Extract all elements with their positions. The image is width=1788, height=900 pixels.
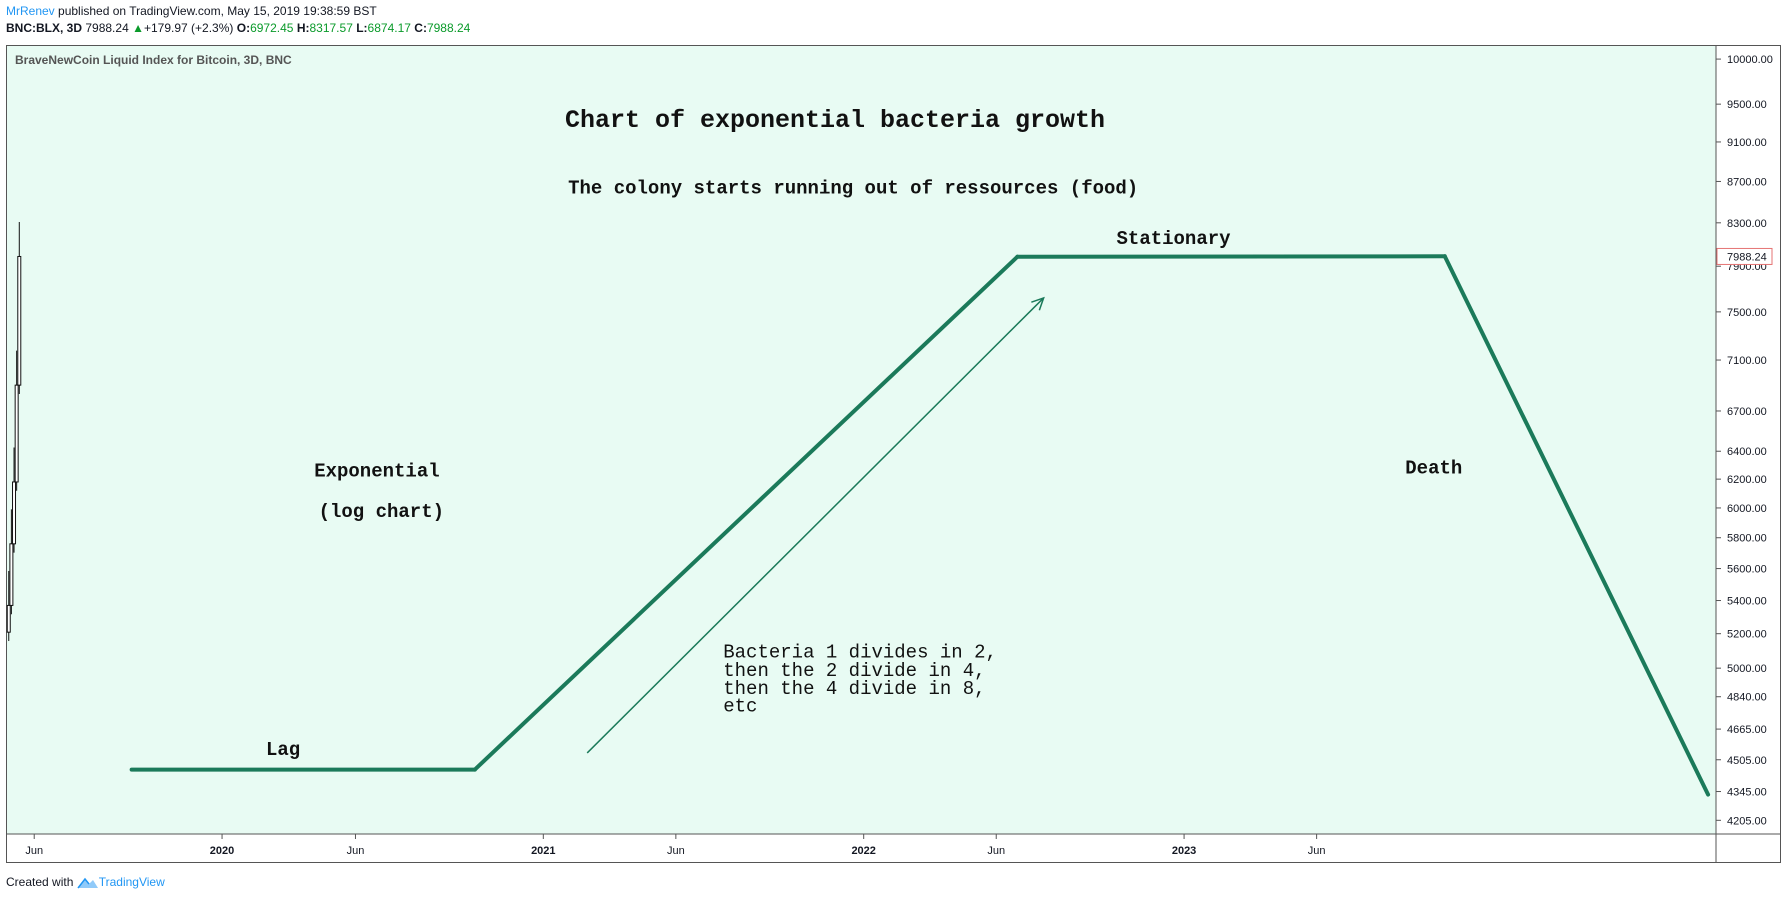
chart-title: Chart of exponential bacteria growth [565, 106, 1105, 135]
y-tick-label: 8700.00 [1727, 176, 1767, 188]
high-label: H: [296, 21, 310, 35]
tradingview-logo-icon [77, 877, 98, 889]
y-tick-label: 9500.00 [1727, 99, 1767, 111]
author-link[interactable]: MrRenev [6, 4, 55, 18]
y-tick-label: 4345.00 [1727, 787, 1767, 799]
plot-background [7, 46, 1716, 834]
series-lines [129, 254, 1711, 797]
price-tag-text: 7988.24 [1727, 251, 1767, 263]
annotation-text: Stationary [1117, 228, 1232, 250]
x-axis[interactable]: Jun 2020 Jun 2021 Jun 2022 Jun 2023 Jun [25, 834, 1325, 857]
y-tick-label: 5200.00 [1727, 629, 1767, 641]
y-tick-label: 6000.00 [1727, 503, 1767, 515]
annotation-text: then the 2 divide in 4, [723, 660, 985, 682]
price-change: +179.97 (+2.3%) [143, 21, 234, 35]
pane-title: BraveNewCoin Liquid Index for Bitcoin, 3… [15, 53, 292, 67]
annotations: The colony starts running out of ressour… [266, 178, 1462, 761]
annotation-text: The colony starts running out of ressour… [568, 178, 1138, 200]
open-value: 6972.45 [250, 21, 294, 35]
y-tick-label: 4205.00 [1727, 815, 1767, 827]
arrow-head-icon [1031, 296, 1045, 311]
y-tick-label: 5800.00 [1727, 533, 1767, 545]
candle-body [12, 481, 17, 545]
y-axis[interactable]: 10000.009500.009100.008700.008300.007900… [1716, 54, 1773, 827]
growth-arrow [586, 296, 1045, 754]
price-tag-background [1716, 247, 1773, 265]
x-tick-label: 2020 [210, 845, 234, 857]
price-tag: 7988.24 [1716, 247, 1773, 265]
y-tick-label: 7100.00 [1727, 355, 1767, 367]
x-tick-label: Jun [347, 845, 365, 857]
candles [6, 222, 22, 642]
x-tick-label: 2022 [851, 845, 875, 857]
annotation-text: Exponential [314, 460, 439, 482]
arrow-shaft [586, 297, 1045, 754]
publish-text: published on TradingView.com, May 15, 20… [54, 4, 377, 18]
symbol-label: BNC:BLX, 3D [6, 21, 83, 35]
y-tick-label: 5400.00 [1727, 596, 1767, 608]
y-tick-label: 6200.00 [1727, 474, 1767, 486]
y-tick-label: 4665.00 [1727, 724, 1767, 736]
created-with-label: Created with [6, 875, 74, 889]
low-label: L: [356, 21, 368, 35]
candle-body [17, 255, 22, 386]
y-tick-label: 6400.00 [1727, 446, 1767, 458]
high-value: 8317.57 [309, 21, 353, 35]
annotation-text: (log chart) [319, 501, 444, 523]
series-segment [472, 254, 1020, 772]
footer: Created with TradingView [6, 875, 165, 890]
y-tick-label: 5600.00 [1727, 564, 1767, 576]
y-tick-label: 8300.00 [1727, 218, 1767, 230]
x-tick-label: 2021 [531, 845, 555, 857]
close-value: 7988.24 [426, 21, 471, 35]
y-tick-label: 10000.00 [1727, 54, 1773, 66]
open-label: O: [236, 21, 251, 35]
close-label: C: [414, 21, 427, 35]
y-tick-label: 9100.00 [1727, 137, 1767, 149]
candle-body [6, 604, 11, 633]
annotation-text: Death [1405, 457, 1462, 479]
series-segment [1015, 254, 1447, 259]
x-tick-label: Jun [667, 845, 685, 857]
y-tick-label: 4505.00 [1727, 755, 1767, 767]
symbol-info: BNC:BLX, 3D 7988.24 ▲+179.97 (+2.3%) O:6… [6, 21, 470, 35]
y-tick-label: 5000.00 [1727, 663, 1767, 675]
x-tick-label: Jun [25, 845, 43, 857]
series-segment [1442, 254, 1711, 797]
annotation-text: Bacteria 1 divides in 2, [723, 642, 997, 664]
annotation-text: etc [723, 695, 757, 717]
y-tick-label: 7500.00 [1727, 307, 1767, 319]
last-price: 7988.24 [85, 21, 129, 35]
x-tick-label: Jun [1308, 845, 1326, 857]
tradingview-link[interactable]: TradingView [98, 875, 165, 889]
annotation-text: Lag [266, 739, 300, 761]
y-tick-label: 6700.00 [1727, 406, 1767, 418]
publish-info: MrRenev published on TradingView.com, Ma… [6, 4, 377, 18]
y-tick-label: 4840.00 [1727, 692, 1767, 704]
low-value: 6874.17 [367, 21, 411, 35]
x-tick-label: Jun [987, 845, 1005, 857]
candle-body [14, 384, 19, 483]
x-tick-label: 2023 [1172, 845, 1196, 857]
triangle-up-icon: ▲ [132, 21, 144, 35]
annotation-text: then the 4 divide in 8, [723, 678, 985, 700]
candle-body [9, 543, 14, 606]
